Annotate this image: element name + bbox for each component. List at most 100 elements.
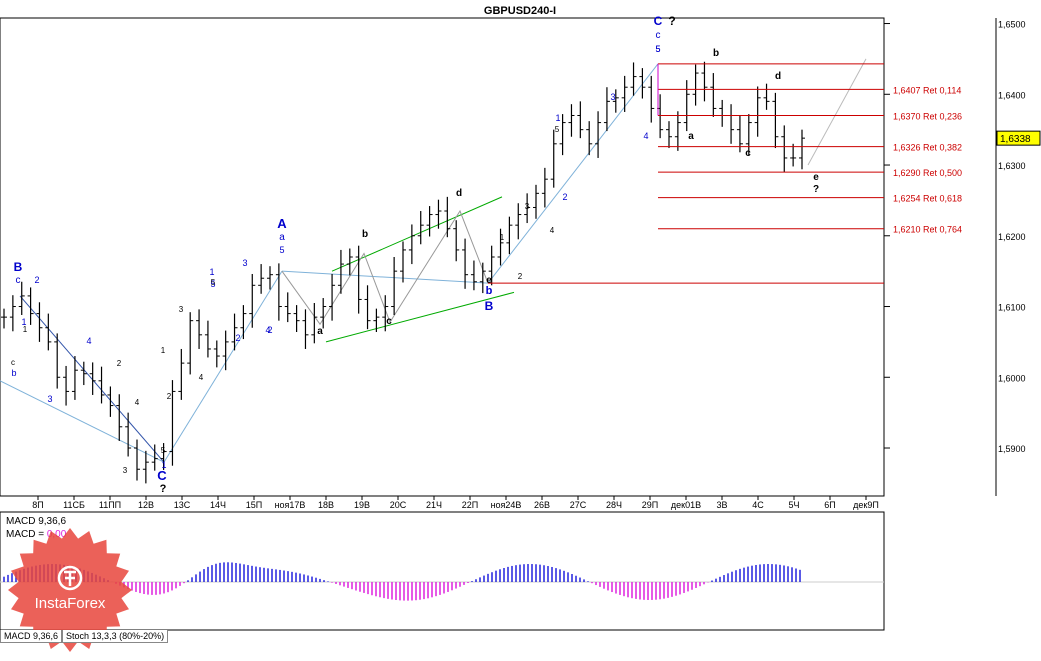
wave-label-blue: C: [157, 468, 167, 483]
wave-label-black: d: [775, 71, 781, 82]
time-tick-label: ноя24В: [491, 500, 522, 510]
price-tick-label: 1,6500: [998, 20, 1026, 30]
time-tick-label: 13С: [174, 500, 191, 510]
price-tick-label: 1,6400: [998, 90, 1026, 100]
fib-level-label: 1,6370 Ret 0,236: [893, 112, 962, 122]
wave-label-black: 3: [179, 305, 184, 314]
wave-label-blue: 3: [610, 92, 615, 102]
price-tick-label: 1,6300: [998, 161, 1026, 171]
price-bars: [1, 61, 805, 484]
price-tick-label: 1,6000: [998, 373, 1026, 383]
wave-label-black: 4: [199, 373, 204, 382]
wave-label-blue: b: [11, 368, 16, 378]
time-tick-label: 19В: [354, 500, 370, 510]
time-tick-label: 18В: [318, 500, 334, 510]
wave-label-blue: 2: [267, 325, 272, 335]
price-axis: 1,6500 1,6400 1,6300 1,6200 1,6100 1,6000 1,59…: [884, 18, 1041, 496]
current-price-label: 1,6338: [1000, 134, 1031, 145]
macd-value-label: MACD = 0,00: [6, 529, 67, 540]
wave-label-black: 1: [161, 346, 166, 355]
wave-label-black: e: [486, 275, 492, 286]
wave-label-black: 3: [525, 202, 530, 211]
wave-label-black: ?: [668, 14, 675, 28]
time-tick-label: 20С: [390, 500, 407, 510]
time-tick-label: 26В: [534, 500, 550, 510]
wave-label-black: ?: [160, 483, 167, 495]
time-tick-label: 12В: [138, 500, 154, 510]
wave-label-blue: 2: [562, 192, 567, 202]
wave-label-black: d: [456, 188, 462, 199]
wave-label-blue: 1: [161, 460, 166, 470]
watermark-text: InstaForex: [35, 595, 106, 612]
wave-label-blue: 1: [21, 317, 26, 327]
time-tick-label: дек01В: [671, 500, 701, 510]
price-panel-frame: [0, 17, 885, 497]
time-tick-label: 4С: [752, 500, 764, 510]
wave-label-black: 5: [211, 278, 216, 287]
time-tick-label: 8П: [32, 500, 43, 510]
wave-label-black: b: [362, 229, 368, 240]
wave-labels: Bcb213412C1523Aa54bB23415Cc5c13425?12345…: [11, 14, 819, 495]
indicator-tabs: MACD 9,36,6 Stoch 13,3,3 (80%-20%): [0, 630, 169, 644]
wave-label-black: 2: [518, 272, 523, 281]
tab-stoch[interactable]: Stoch 13,3,3 (80%-20%): [62, 630, 169, 643]
macd-name-label: MACD 9,36,6: [6, 516, 66, 527]
wave-label-black: 4: [550, 226, 555, 235]
tab-macd[interactable]: MACD 9,36,6: [0, 630, 63, 643]
wave-label-blue: 5: [655, 44, 660, 54]
wave-label-blue: c: [16, 275, 21, 286]
price-tick-label: 1,5900: [998, 444, 1026, 454]
wave-label-blue: 1: [209, 267, 214, 277]
wave-label-black: 5: [555, 125, 560, 134]
wave-label-black: 2: [117, 359, 122, 368]
wave-label-black: 1: [500, 233, 505, 242]
triangle-path: [281, 209, 489, 326]
time-axis: 8П 11СБ 11ПП 12В 13С 14Ч 15П ноя17В 18В 19В 20С 21Ч…: [32, 496, 879, 510]
time-tick-label: 11ПП: [99, 500, 121, 510]
wave-label-blue: 1: [555, 113, 560, 123]
instaforex-logo: InstaForex: [8, 528, 132, 652]
wave-label-black: 4: [135, 398, 140, 407]
time-tick-label: 14Ч: [210, 500, 226, 510]
wave-label-black: ?: [813, 184, 819, 195]
time-tick-label: 29П: [642, 500, 658, 510]
time-tick-label: ноя17В: [275, 500, 306, 510]
time-tick-label: 6П: [824, 500, 835, 510]
wave-label-blue: 4: [643, 131, 648, 141]
wave-label-blue: B: [485, 299, 494, 313]
wave-label-black: 5: [161, 446, 166, 455]
fib-level-label: 1,6407 Ret 0,114: [893, 85, 961, 95]
guide-line: [487, 63, 659, 284]
wave-label-blue: a: [279, 232, 285, 243]
guide-line: [19, 295, 165, 463]
wave-label-black: 1: [23, 325, 28, 334]
wave-label-blue: 5: [655, 44, 660, 54]
wave-label-black: 3: [123, 466, 128, 475]
wave-label-blue: 5: [210, 279, 215, 289]
wave-label-black: a: [317, 326, 323, 337]
guide-line: [281, 270, 489, 284]
wave-label-black: a: [688, 131, 694, 142]
time-tick-label: 27С: [570, 500, 587, 510]
fib-level-label: 1,6326 Ret 0,382: [893, 143, 962, 153]
wave-label-black: c: [11, 358, 15, 367]
time-tick-label: 21Ч: [426, 500, 442, 510]
wave-label-blue: 2: [34, 275, 39, 285]
wave-label-black: b: [713, 48, 719, 59]
wave-label-blue: 3: [242, 258, 247, 268]
wave-label-black: c: [386, 316, 392, 327]
wave-label-blue: b: [486, 285, 493, 297]
wave-label-black: c: [745, 148, 751, 159]
projection-line: [807, 58, 867, 166]
guide-line: [163, 270, 283, 463]
channel-lower-line: [325, 291, 515, 343]
fib-level-label: 1,6254 Ret 0,618: [893, 194, 962, 204]
time-tick-label: 28Ч: [606, 500, 622, 510]
price-tick-label: 1,6200: [998, 232, 1026, 242]
wave-label-blue: B: [14, 260, 23, 274]
macd-value: 0,00: [47, 529, 67, 540]
current-price-box: [996, 130, 1041, 146]
wave-overlays: [0, 58, 867, 463]
wave-label-blue: 4: [265, 325, 270, 335]
